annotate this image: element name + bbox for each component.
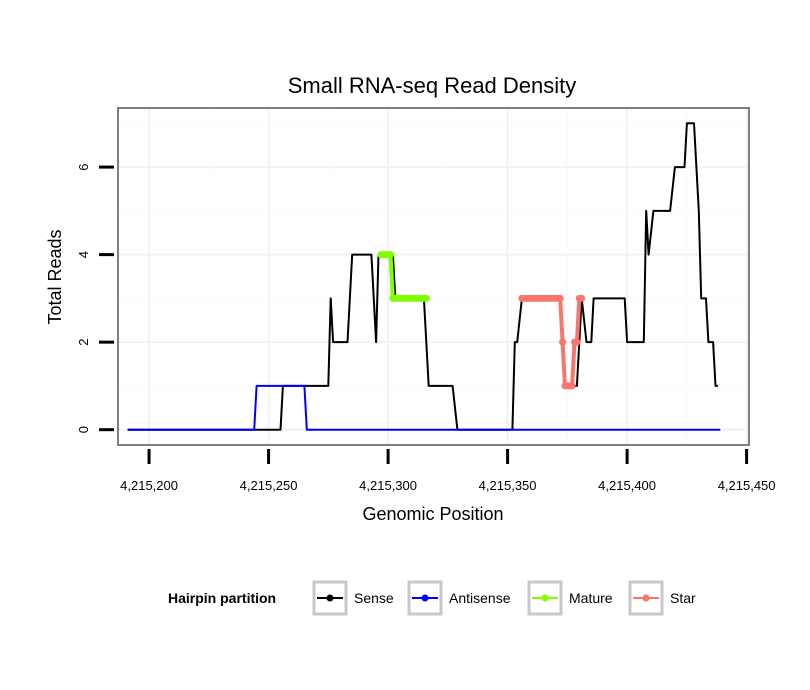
series-point-star xyxy=(556,294,564,302)
series-segment-star xyxy=(574,296,582,345)
series-point-star xyxy=(559,338,567,346)
series-lines xyxy=(127,122,721,431)
legend-key-point-mature xyxy=(541,594,549,602)
y-axis-title: Total Reads xyxy=(45,229,65,324)
y-tick-label: 4 xyxy=(76,251,91,258)
chart-title: Small RNA-seq Read Density xyxy=(288,73,577,98)
x-tick-label: 4,215,300 xyxy=(359,478,417,493)
y-tick-label: 2 xyxy=(76,339,91,346)
legend-label-antisense: Antisense xyxy=(449,590,511,606)
series-point-mature xyxy=(386,251,394,259)
series-segment-star xyxy=(570,340,577,388)
legend-title: Hairpin partition xyxy=(168,590,276,606)
series-segment-mature xyxy=(388,252,395,301)
legend-label-mature: Mature xyxy=(569,590,613,606)
legend: Hairpin partition Sense Antisense Mature St… xyxy=(168,580,696,616)
series-line-antisense xyxy=(127,384,721,431)
x-tick-label: 4,215,200 xyxy=(120,478,178,493)
legend-key-point-antisense xyxy=(421,594,429,602)
x-tick-label: 4,215,350 xyxy=(479,478,537,493)
series-point-star xyxy=(573,338,581,346)
x-axis-title: Genomic Position xyxy=(362,504,503,524)
series-point-star xyxy=(578,294,586,302)
legend-label-sense: Sense xyxy=(354,590,394,606)
x-tick-label: 4,215,250 xyxy=(240,478,298,493)
x-axis: 4,215,200 4,215,250 4,215,300 4,215,350 4,21… xyxy=(120,449,776,493)
legend-label-star: Star xyxy=(670,590,696,606)
plot-panel xyxy=(118,108,749,445)
grid-lines xyxy=(118,108,749,445)
series-point-mature xyxy=(422,294,430,302)
legend-key-point-sense xyxy=(326,594,334,602)
y-tick-label: 0 xyxy=(76,426,91,433)
y-tick-label: 6 xyxy=(76,163,91,170)
series-segment-star xyxy=(558,296,565,345)
plot-border xyxy=(117,107,750,446)
x-tick-label: 4,215,450 xyxy=(718,478,776,493)
x-tick-label: 4,215,400 xyxy=(598,478,656,493)
legend-key-point-star xyxy=(642,594,650,602)
y-axis: 0 2 4 6 xyxy=(76,163,114,433)
series-point-star xyxy=(568,382,576,390)
series-segment-star xyxy=(560,340,567,388)
